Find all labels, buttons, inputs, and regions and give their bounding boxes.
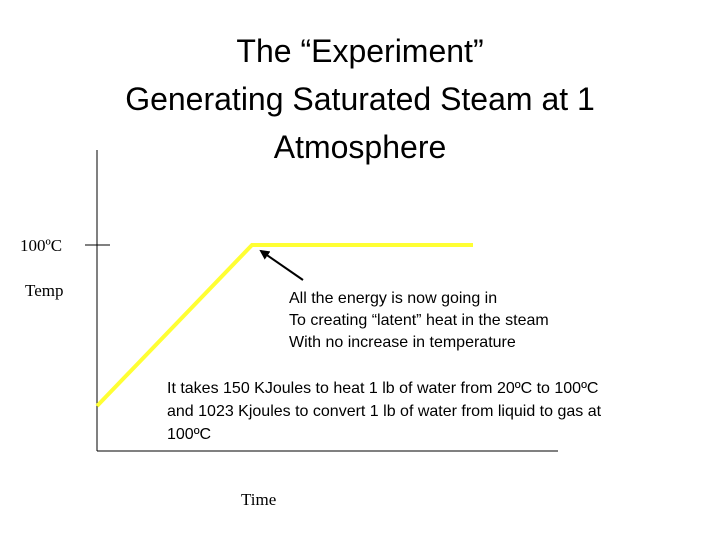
title: The “Experiment” Generating Saturated Ste… [125,33,595,165]
title-line: Generating Saturated Steam at 1 [125,81,595,117]
note-line: It takes 150 KJoules to heat 1 lb of wat… [167,380,598,397]
note-line: and 1023 Kjoules to convert 1 lb of wate… [167,403,602,420]
annotation-line: With no increase in temperature [289,334,516,351]
temperature-line [95,243,473,408]
note: It takes 150 KJoules to heat 1 lb of wat… [167,380,602,443]
arrow [259,249,304,281]
y-label: Temp [25,281,63,300]
y-tick-label: 100ºC [20,236,62,255]
annotation-line: All the energy is now going in [289,290,497,307]
title-line: The “Experiment” [236,33,483,69]
title-line: Atmosphere [274,129,447,165]
annotation: All the energy is now going in To creatin… [289,290,549,351]
annotation-line: To creating “latent” heat in the steam [289,312,549,329]
note-line: 100ºC [167,426,211,443]
x-label: Time [241,490,276,509]
